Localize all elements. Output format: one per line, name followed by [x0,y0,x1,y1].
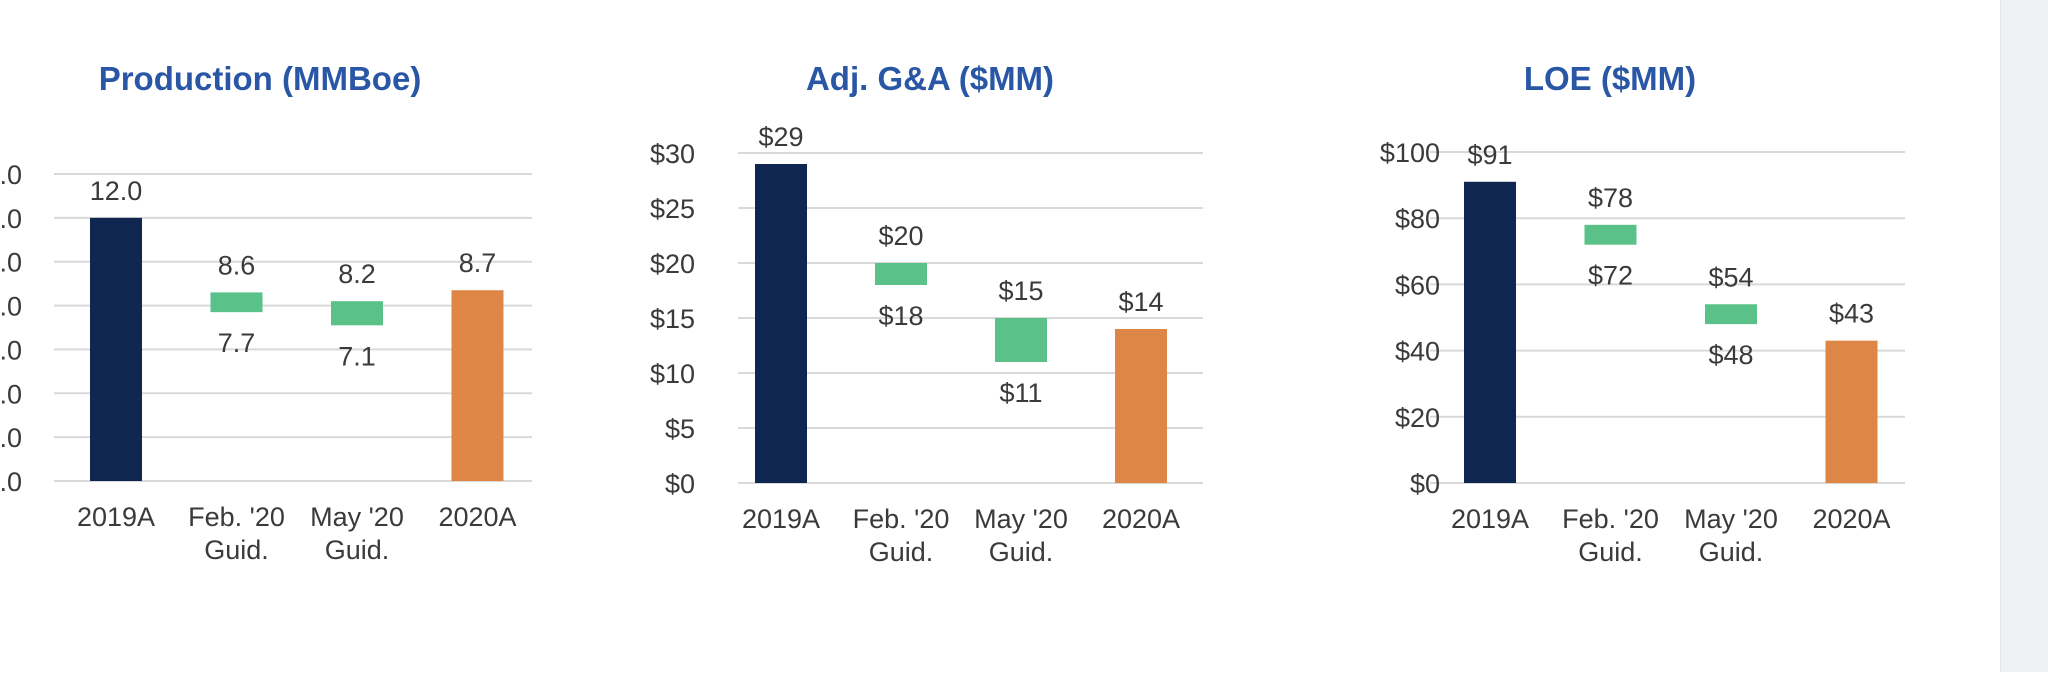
guidance-range-bar [331,301,383,326]
x-category-label: Guid. [869,537,934,567]
x-category-label: 2020A [438,502,516,532]
y-tick-label: $0 [665,469,695,499]
guidance-range-bar [995,318,1047,362]
data-label-high: $20 [878,221,923,251]
data-label-low: $18 [878,301,923,331]
y-tick-label: .0 [0,204,22,234]
y-tick-label: .0 [0,335,22,365]
y-tick-label: .0 [0,423,22,453]
y-tick-label: $40 [1395,337,1440,367]
bar-2020a [1115,329,1167,483]
data-label: $91 [1467,140,1512,170]
x-category-label: Guid. [989,537,1054,567]
x-category-label: Guid. [1699,537,1764,567]
data-label-low: $11 [999,378,1042,408]
x-category-label: Guid. [1578,537,1643,567]
guidance-range-bar [210,292,263,313]
data-label-low: 7.7 [218,328,256,358]
bar-2019a [1464,181,1516,484]
y-tick-label: .0 [0,248,22,278]
data-label: 8.7 [459,248,497,278]
y-tick-label: .0 [0,292,22,322]
x-category-label: 2020A [1812,504,1890,534]
x-category-label: 2019A [1451,504,1529,534]
data-label-high: 8.6 [218,250,256,280]
guidance-range-bar [1584,224,1637,245]
y-tick-label: .0 [0,160,22,190]
y-tick-label: $30 [650,139,695,169]
x-category-label: May '20 [310,502,404,532]
x-category-label: 2019A [77,502,155,532]
y-tick-label: $80 [1395,204,1440,234]
data-label-high: $78 [1588,183,1633,213]
y-tick-label: .0 [0,379,22,409]
y-tick-label: $20 [1395,403,1440,433]
chart-title: Adj. G&A ($MM) [806,60,1054,97]
data-label: $29 [758,122,803,152]
bar-2019a [755,164,807,483]
bar-2020a [451,290,504,481]
guidance-range-bar [1705,304,1757,325]
y-tick-label: $10 [650,359,695,389]
data-label-low: $48 [1708,340,1753,370]
y-tick-label: $0 [1410,469,1440,499]
data-label-high: $15 [998,276,1043,306]
x-category-label: May '20 [974,504,1068,534]
data-label-low: $72 [1588,261,1633,291]
chart-title: Production (MMBoe) [99,60,422,97]
y-tick-label: $100 [1380,138,1440,168]
x-category-label: Guid. [204,535,269,565]
data-label-high: 8.2 [338,259,376,289]
data-label: $14 [1118,287,1163,317]
x-category-label: Guid. [325,535,390,565]
x-category-label: Feb. '20 [188,502,285,532]
y-tick-label: $15 [650,304,695,334]
x-category-label: Feb. '20 [853,504,950,534]
x-category-label: Feb. '20 [1562,504,1659,534]
chart-title: LOE ($MM) [1524,60,1696,97]
guidance-range-bar [875,263,927,285]
y-tick-label: .0 [0,467,22,497]
data-label-high: $54 [1708,262,1753,292]
charts-svg: Production (MMBoe) .0 .0 .0 .0 .0 .0 .0 .0 12.0 20… [0,60,1905,567]
data-label: $43 [1829,299,1874,329]
vertical-scrollbar[interactable] [2000,0,2048,672]
y-tick-label: $20 [650,249,695,279]
y-tick-label: $60 [1395,270,1440,300]
x-category-label: May '20 [1684,504,1778,534]
data-label-low: 7.1 [338,341,376,371]
bar-2020a [1825,340,1878,483]
y-tick-label: $25 [650,194,695,224]
bar-2019a [90,217,142,481]
x-category-label: 2020A [1102,504,1180,534]
x-category-label: 2019A [742,504,820,534]
data-label: 12.0 [90,176,143,206]
y-tick-label: $5 [665,414,695,444]
